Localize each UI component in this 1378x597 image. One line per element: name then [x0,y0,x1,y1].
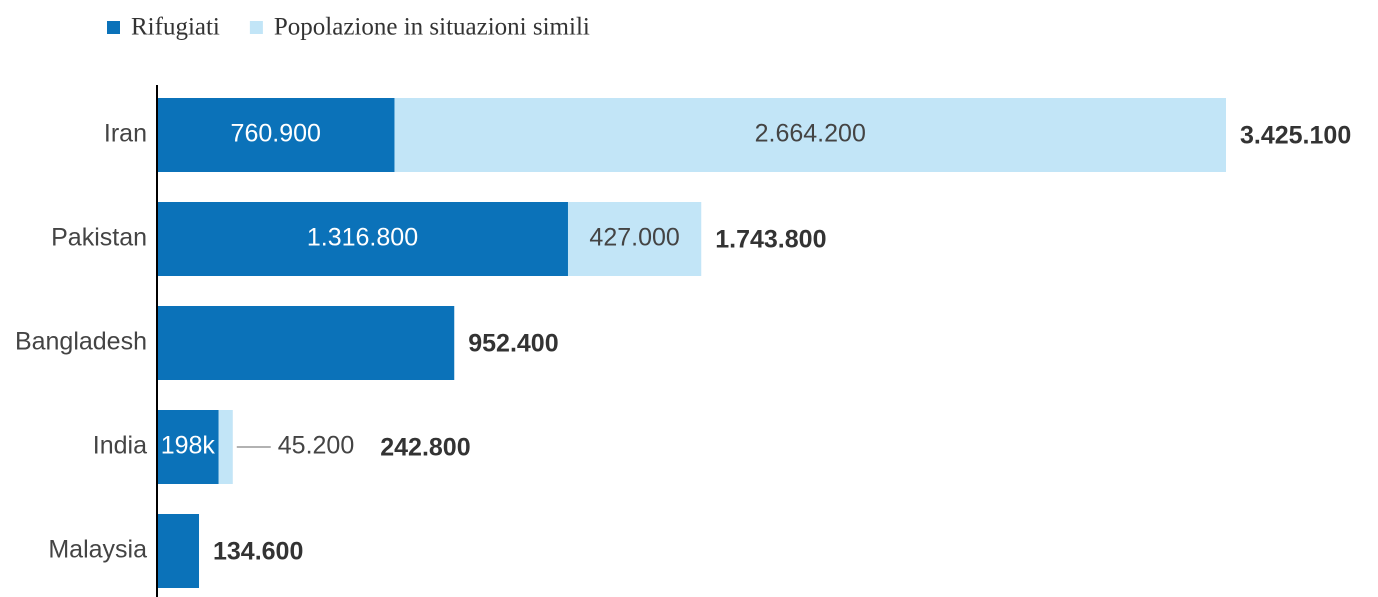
legend-swatch [249,21,263,34]
category-label: Iran [104,120,147,148]
legend-swatch [107,21,120,34]
value-label: 760.900 [231,120,321,148]
value-label: 2.664.200 [755,120,866,148]
bar-segment [218,410,233,484]
total-label: 242.800 [380,434,470,462]
legend-label: Rifugiati [131,14,220,41]
category-label: Malaysia [48,536,147,564]
category-label: Bangladesh [15,328,147,356]
bar-segment [157,514,200,588]
bar-segment [567,202,702,276]
value-label: 45.200 [278,432,354,460]
bar-segment [157,202,568,276]
bar-segment [157,306,455,380]
bar-segment [157,98,395,172]
total-label: 952.400 [468,330,558,358]
value-label: 427.000 [589,224,679,252]
value-label: 1.316.800 [307,224,418,252]
total-label: 134.600 [213,538,303,566]
total-label: 1.743.800 [715,226,826,254]
category-label: India [93,432,147,460]
bar-segment [157,410,219,484]
category-label: Pakistan [51,224,147,252]
total-label: 3.425.100 [1240,122,1351,150]
value-label: 198k [161,432,216,460]
legend-label: Popolazione in situazioni simili [274,14,590,41]
bar-segment [394,98,1226,172]
